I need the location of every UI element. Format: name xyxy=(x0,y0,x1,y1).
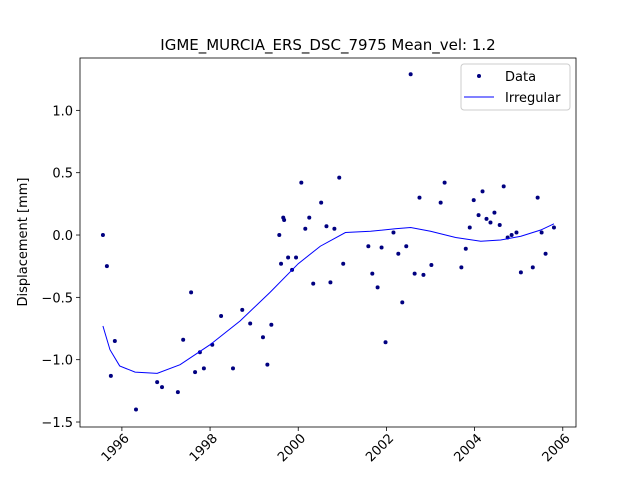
data-point xyxy=(488,220,493,225)
data-point xyxy=(396,251,401,256)
data-point xyxy=(417,195,422,200)
data-point xyxy=(277,233,282,238)
data-point xyxy=(408,72,413,77)
data-point xyxy=(476,213,481,218)
data-point xyxy=(467,225,472,230)
x-tick-label: 1998 xyxy=(187,431,221,465)
data-point xyxy=(370,271,375,276)
data-point xyxy=(501,184,506,189)
data-point xyxy=(104,264,109,269)
data-point xyxy=(155,380,160,385)
data-point xyxy=(530,265,535,270)
y-tick-label: −1.5 xyxy=(41,416,73,431)
data-point xyxy=(463,246,468,251)
data-point xyxy=(294,255,299,260)
data-point xyxy=(108,373,113,378)
data-point xyxy=(328,280,333,285)
legend-label: Irregular xyxy=(505,91,561,106)
data-point xyxy=(438,200,443,205)
data-point xyxy=(189,290,194,295)
chart-title: IGME_MURCIA_ERS_DSC_7975 Mean_vel: 1.2 xyxy=(160,36,495,55)
data-point xyxy=(379,245,384,250)
y-tick-label: −1.0 xyxy=(41,354,73,369)
data-point xyxy=(497,223,502,228)
data-point xyxy=(219,314,224,319)
y-axis-label: Displacement [mm] xyxy=(16,178,31,307)
data-point xyxy=(279,261,284,266)
data-point xyxy=(383,340,388,345)
data-point xyxy=(429,262,434,267)
data-point xyxy=(112,338,117,343)
data-point xyxy=(518,270,523,275)
x-tick-label: 2006 xyxy=(540,431,574,465)
y-tick-label: −0.5 xyxy=(41,291,73,306)
data-point xyxy=(269,322,274,327)
data-point xyxy=(282,218,287,223)
data-point xyxy=(175,390,180,395)
data-point xyxy=(535,195,540,200)
data-point xyxy=(240,307,245,312)
data-point xyxy=(492,210,497,215)
data-point xyxy=(484,216,489,221)
data-point xyxy=(459,265,464,270)
data-point xyxy=(551,225,556,230)
data-point xyxy=(514,230,519,235)
data-point xyxy=(319,200,324,205)
data-point xyxy=(230,366,235,371)
data-point xyxy=(412,271,417,276)
data-point xyxy=(337,175,342,180)
data-point xyxy=(400,300,405,305)
y-tick-label: 1.0 xyxy=(52,104,73,119)
data-point xyxy=(201,366,206,371)
data-point xyxy=(324,224,329,229)
data-point xyxy=(442,180,447,185)
legend-label: Data xyxy=(505,70,536,85)
data-point xyxy=(366,244,371,249)
data-point xyxy=(248,321,253,326)
data-point xyxy=(286,255,291,260)
data-point xyxy=(341,261,346,266)
data-point xyxy=(332,226,337,231)
data-point xyxy=(133,407,138,412)
y-tick-label: 0.0 xyxy=(52,229,73,244)
data-point xyxy=(265,362,270,367)
data-point xyxy=(421,272,426,277)
axes-frame xyxy=(79,57,577,428)
legend-box xyxy=(460,63,571,111)
trend-line xyxy=(102,223,555,374)
x-tick-label: 2004 xyxy=(451,431,485,465)
data-point xyxy=(299,180,304,185)
data-point xyxy=(303,226,308,231)
legend-marker xyxy=(477,74,481,78)
data-point xyxy=(480,189,485,194)
data-point xyxy=(509,233,514,238)
data-point xyxy=(539,230,544,235)
data-point xyxy=(181,337,186,342)
data-point xyxy=(391,230,396,235)
x-tick-label: 1996 xyxy=(99,431,133,465)
data-point xyxy=(375,285,380,290)
data-point xyxy=(543,251,548,256)
data-point xyxy=(160,385,165,390)
x-tick-label: 2000 xyxy=(275,431,309,465)
data-point xyxy=(404,244,409,249)
x-tick-label: 2002 xyxy=(363,431,397,465)
data-point xyxy=(260,335,265,340)
data-point xyxy=(193,370,198,375)
y-tick-label: 0.5 xyxy=(52,167,73,182)
data-point xyxy=(471,198,476,203)
data-point xyxy=(311,281,316,286)
data-point xyxy=(100,233,105,238)
data-point xyxy=(307,215,312,220)
